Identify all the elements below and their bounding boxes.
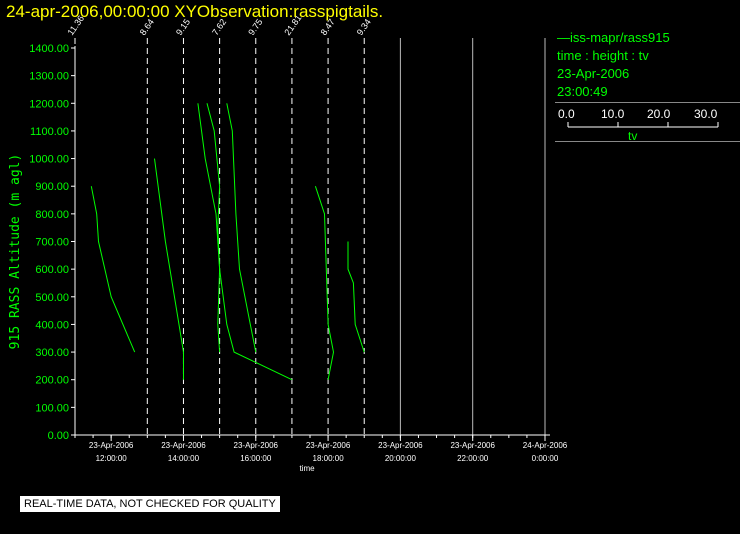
profile-trace xyxy=(226,103,257,353)
x-tick-date: 23-Apr-2006 xyxy=(161,441,206,450)
legend: —iss-mapr/rass915 time : height : tv 23-… xyxy=(557,29,670,101)
legend-variables: time : height : tv xyxy=(557,48,649,63)
y-tick-label: 1300.00 xyxy=(29,71,69,83)
x-tick-time: 16:00:00 xyxy=(240,454,272,463)
y-tick-label: 1400.00 xyxy=(29,43,69,55)
y-tick-label: 400.00 xyxy=(35,319,69,331)
y-tick-label: 800.00 xyxy=(35,209,69,221)
x-tick-date: 23-Apr-2006 xyxy=(234,441,279,450)
y-tick-label: 600.00 xyxy=(35,264,69,276)
legend-series: —iss-mapr/rass915 xyxy=(557,30,670,45)
axes xyxy=(71,46,550,441)
color-scale xyxy=(567,122,719,128)
y-axis-title: 915 RASS Altitude (m agl) xyxy=(8,154,23,350)
x-tick-date: 23-Apr-2006 xyxy=(450,441,495,450)
profile-trace xyxy=(314,186,335,380)
y-tick-label: 500.00 xyxy=(35,292,69,304)
y-tick-label: 900.00 xyxy=(35,181,69,193)
x-tick-date: 23-Apr-2006 xyxy=(89,441,134,450)
x-tick-time: 0:00:00 xyxy=(532,454,559,463)
x-tick-time: 14:00:00 xyxy=(168,454,200,463)
y-tick-label: 1200.00 xyxy=(29,98,69,110)
profile-trace xyxy=(347,241,365,353)
x-tick-date: 24-Apr-2006 xyxy=(523,441,568,450)
y-tick-label: 1000.00 xyxy=(29,154,69,166)
profile-trace xyxy=(206,103,293,381)
page-title: 24-apr-2006,00:00:00 XYObservation:rassp… xyxy=(6,2,384,21)
profile-trace xyxy=(197,103,221,353)
scale-tick-label: 0.0 xyxy=(558,107,575,121)
x-tick-time: 12:00:00 xyxy=(96,454,128,463)
x-tick-time: 18:00:00 xyxy=(313,454,345,463)
legend-time: 23:00:49 xyxy=(557,84,608,99)
x-tick-time: 22:00:00 xyxy=(457,454,489,463)
profile-trace xyxy=(154,158,184,380)
y-tick-label: 700.00 xyxy=(35,237,69,249)
profile-trace xyxy=(90,186,136,353)
y-tick-label: 300.00 xyxy=(35,347,69,359)
legend-divider-top xyxy=(555,102,740,103)
series-lines xyxy=(90,103,365,381)
y-tick-label: 100.00 xyxy=(35,402,69,414)
x-tick-time: 20:00:00 xyxy=(385,454,417,463)
scale-tick-label: 20.0 xyxy=(647,107,671,121)
x-tick-date: 23-Apr-2006 xyxy=(378,441,423,450)
y-tick-label: 0.00 xyxy=(48,430,69,442)
scale-tick-label: 10.0 xyxy=(601,107,625,121)
grid-lines xyxy=(74,38,546,435)
legend-series-label: iss-mapr/rass915 xyxy=(570,30,670,45)
scale-unit: tv xyxy=(628,129,638,143)
y-tick-label: 200.00 xyxy=(35,375,69,387)
x-axis-title: time xyxy=(299,464,315,473)
legend-divider-bottom xyxy=(555,141,740,142)
x-tick-date: 23-Apr-2006 xyxy=(306,441,351,450)
scale-tick-label: 30.0 xyxy=(694,107,718,121)
legend-date: 23-Apr-2006 xyxy=(557,66,630,81)
quality-notice: REAL-TIME DATA, NOT CHECKED FOR QUALITY xyxy=(20,496,280,512)
y-tick-label: 1100.00 xyxy=(30,126,69,138)
tick-labels: 11.36 8.64 9.15 7.62 9.75 21.81 8.47 9.340.0010… xyxy=(8,13,568,473)
